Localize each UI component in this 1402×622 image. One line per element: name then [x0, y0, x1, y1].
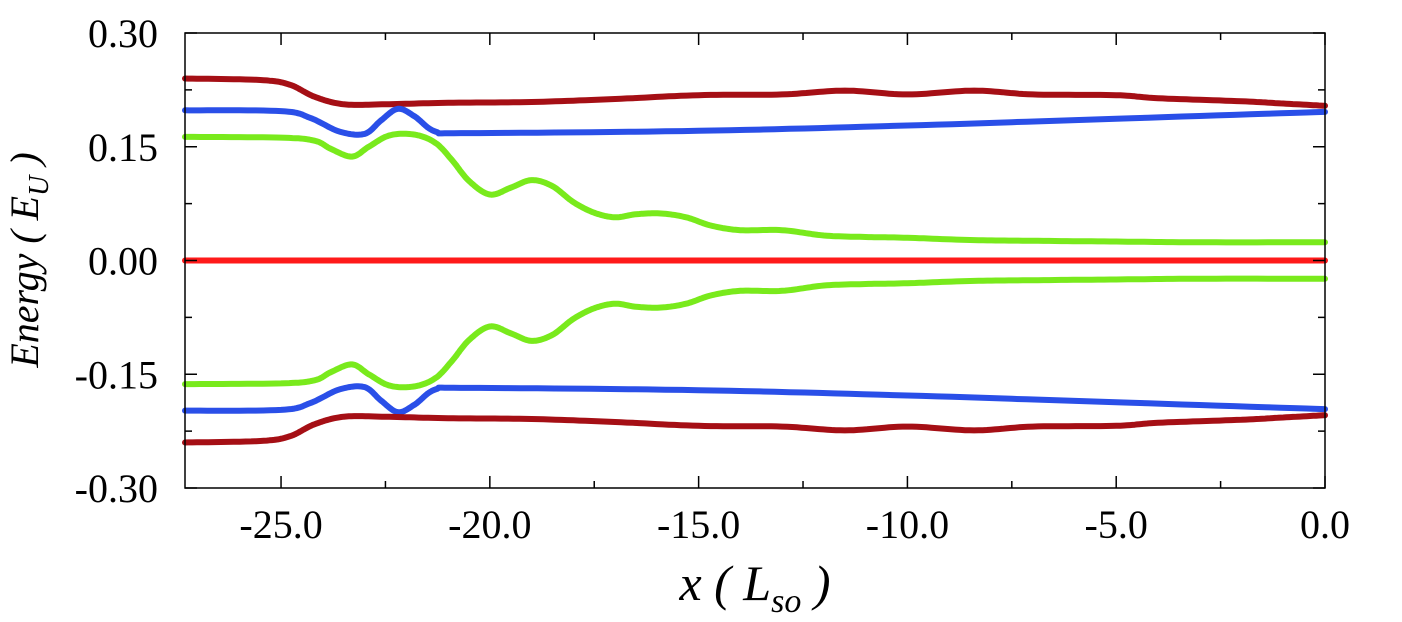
y-tick-label: -0.30: [75, 466, 158, 511]
x-axis-title: x ( Lso ): [678, 555, 830, 620]
y-tick-label: 0.00: [88, 239, 158, 284]
x-tick-label: -15.0: [657, 502, 740, 547]
series-line-level-3-lower: [182, 412, 1328, 446]
y-axis-title: Energy ( EU ): [2, 152, 55, 368]
x-tick-label: -5.0: [1085, 502, 1148, 547]
y-axis-title-close: ): [2, 152, 47, 175]
ticks-layer: [185, 32, 1326, 489]
series-line-level-2-upper: [182, 105, 1328, 138]
y-tick-label: 0.15: [88, 125, 158, 170]
tick-labels-layer: -25.0 -20.0 -15.0 -10.0 -5.0 0.0 0.30 0.15 0.00 -…: [75, 11, 1350, 547]
y-tick-label: 0.30: [88, 11, 158, 56]
series-line-level-1-upper: [182, 130, 1328, 246]
x-tick-label: -20.0: [448, 502, 531, 547]
x-axis-title-close: ): [801, 555, 830, 611]
x-tick-label: -10.0: [866, 502, 949, 547]
x-axis-title-subscript: so: [771, 583, 801, 620]
y-axis-title-subscript: U: [24, 174, 55, 196]
series-layer: [182, 75, 1328, 446]
series-line-level-1-lower: [182, 275, 1328, 391]
series-line-level-3-upper: [182, 75, 1328, 109]
y-tick-label: -0.15: [75, 352, 158, 397]
series-line-level-2-lower: [182, 383, 1328, 416]
x-axis-title-main: x ( L: [678, 555, 771, 611]
y-axis-title-main: Energy ( E: [2, 196, 47, 369]
x-tick-label: -25.0: [239, 502, 322, 547]
x-tick-label: 0.0: [1300, 502, 1350, 547]
